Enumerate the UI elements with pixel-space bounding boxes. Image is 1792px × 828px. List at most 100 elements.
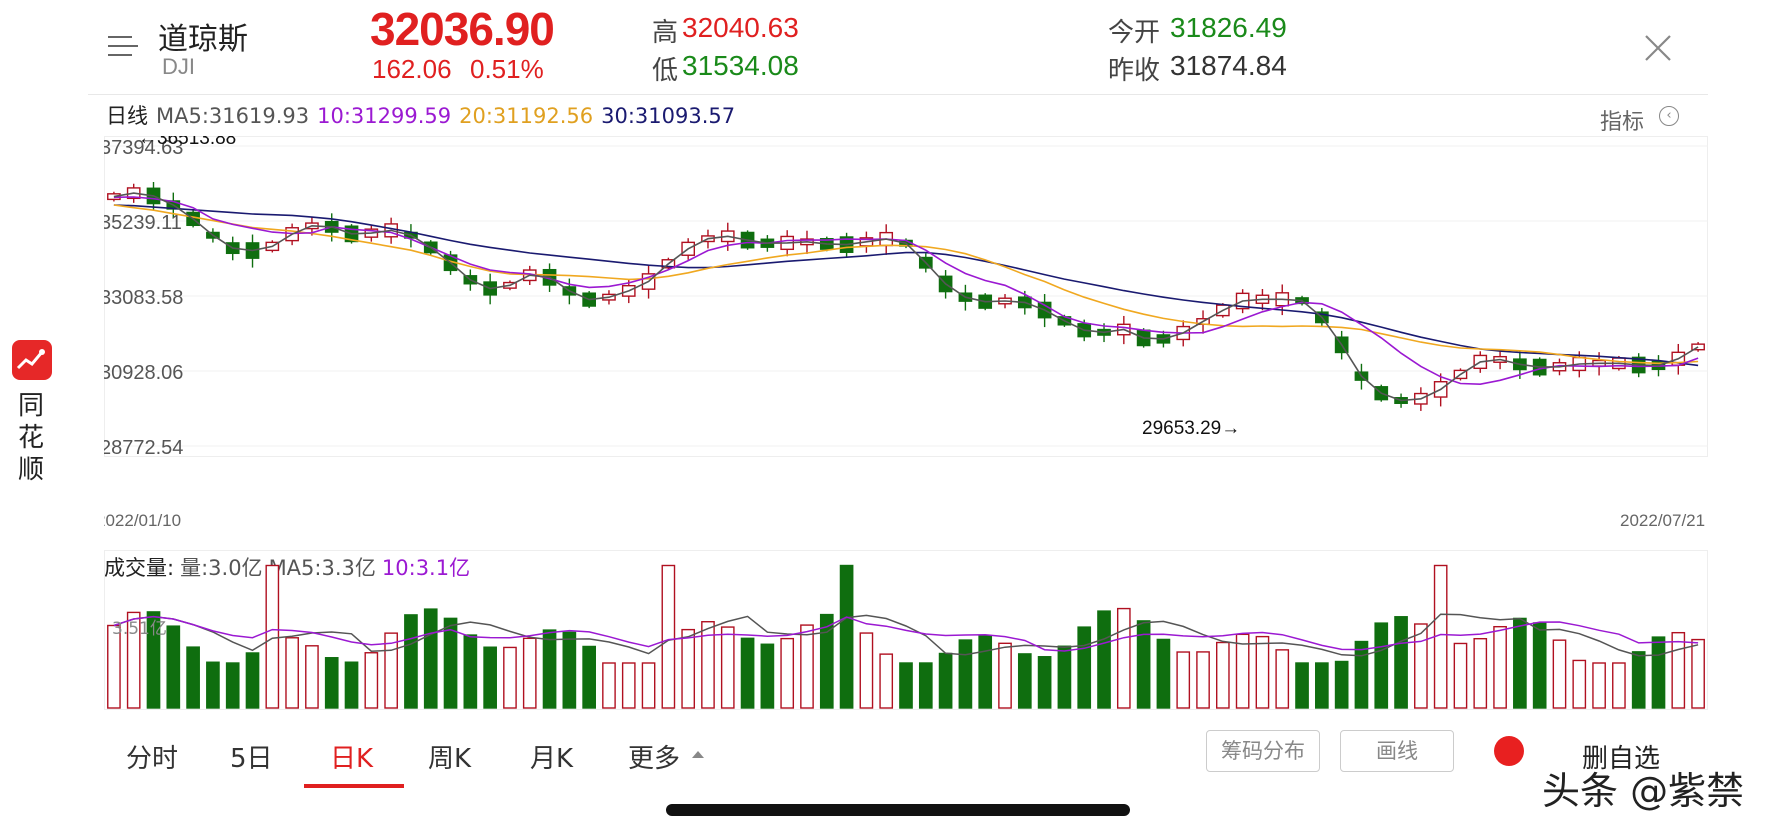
prev-close-label: 昨收	[1108, 56, 1161, 86]
volume-bar	[1196, 651, 1210, 709]
volume-bar	[1532, 622, 1547, 709]
volume-bar	[1592, 662, 1606, 709]
chevron-left-icon[interactable]: ‹	[1659, 106, 1679, 126]
caret-up-icon[interactable]	[690, 748, 706, 760]
volume-bar	[621, 662, 636, 709]
close-icon[interactable]	[1640, 30, 1676, 66]
y-tick-label: 30928.06	[104, 362, 183, 384]
volume-bar	[166, 625, 181, 709]
high-value: 32040.63	[682, 12, 799, 43]
ma20-label: 20:31192.56	[459, 104, 594, 128]
volume-bar	[602, 662, 616, 709]
tab-5day[interactable]: 5日	[230, 744, 273, 774]
draw-line-button[interactable]: 画线	[1340, 730, 1454, 772]
volume-bar	[1414, 623, 1428, 709]
volume-bar	[800, 624, 814, 709]
min-annotation: 29653.29→	[1142, 418, 1240, 439]
volume-bar	[1156, 638, 1171, 709]
volume-bar	[641, 662, 656, 709]
favorite-dot-icon[interactable]	[1494, 736, 1524, 766]
max-annotation: ←36513.88	[138, 136, 236, 149]
volume-bar	[443, 617, 458, 709]
volume-bar	[245, 652, 260, 709]
tab-weekly-k[interactable]: 周K	[428, 744, 472, 774]
indicator-button[interactable]: 指标	[1600, 110, 1645, 135]
volume-bar	[720, 626, 735, 709]
volume-bar	[344, 661, 359, 709]
volume-bar	[1235, 633, 1250, 709]
active-tab-indicator	[304, 784, 404, 788]
ma5-line	[113, 192, 1699, 402]
tonghuashun-logo-icon[interactable]	[12, 340, 52, 380]
ma30-label: 30:31093.57	[601, 104, 736, 128]
open-label: 今开	[1108, 18, 1161, 48]
volume-bar	[1651, 636, 1666, 709]
volume-bar	[740, 637, 755, 709]
volume-bar	[1136, 620, 1151, 709]
prev-close-value: 31874.84	[1170, 50, 1287, 81]
volume-bar	[701, 621, 715, 709]
volume-bar	[423, 608, 438, 709]
header-divider	[88, 94, 1708, 95]
volume-bar	[146, 611, 161, 709]
ma10-line	[113, 196, 1699, 386]
volume-bar	[859, 632, 874, 709]
volume-bar	[305, 645, 319, 709]
volume-bar	[1097, 610, 1111, 709]
x-end-label: 2022/07/21	[1620, 511, 1705, 530]
volume-bar	[542, 629, 557, 709]
volume-bar	[225, 662, 240, 709]
volume-bar	[562, 631, 577, 709]
tab-monthly-k[interactable]: 月K	[530, 744, 574, 774]
ma5-label: MA5:31619.93	[156, 104, 310, 128]
volume-bar	[899, 662, 913, 709]
volume-bar	[582, 645, 596, 709]
volume-bar	[819, 613, 834, 709]
low-value: 31534.08	[682, 50, 799, 81]
volume-bar	[1671, 631, 1686, 709]
volume-bar	[938, 652, 953, 709]
remove-favorite-button[interactable]: 删自选	[1582, 744, 1661, 774]
low-label: 低	[652, 56, 679, 86]
y-tick-label: 35239.11	[104, 212, 182, 234]
volume-bar	[126, 611, 141, 709]
volume-bar	[879, 653, 894, 709]
volume-bar	[918, 662, 933, 709]
volume-bar	[1176, 651, 1191, 709]
volume-bar	[681, 628, 696, 709]
home-indicator	[666, 804, 1130, 816]
tab-timeshare[interactable]: 分时	[126, 744, 179, 774]
volume-bar	[503, 646, 517, 709]
volume-legend: 成交量: 量:3.0亿 MA5:3.3亿 10:3.1亿	[104, 552, 476, 582]
x-start-label: 2022/01/10	[104, 511, 181, 530]
volume-bar	[1473, 637, 1488, 709]
volume-border	[104, 550, 1708, 710]
y-tick-label: 33083.58	[104, 287, 183, 309]
ma10-label: 10:31299.59	[317, 104, 452, 128]
volume-bar	[483, 646, 497, 709]
volume-bar	[1631, 651, 1646, 709]
volume-ma5: MA5:3.3亿	[268, 556, 376, 580]
candlestick-chart[interactable]: 37394.63 35239.11 33083.58 30928.06 28772.54…	[104, 136, 1708, 536]
chip-distribution-button[interactable]: 筹码分布	[1206, 730, 1320, 772]
volume-bar	[1037, 656, 1052, 709]
tab-daily-k[interactable]: 日K	[330, 744, 374, 774]
volume-bar	[780, 637, 795, 709]
period-label: 日线	[106, 104, 148, 128]
volume-bar	[760, 643, 775, 709]
volume-bar	[1453, 642, 1468, 709]
ma-legend: 日线 MA5:31619.93 10:31299.59 20:31192.56 30:3…	[106, 100, 743, 130]
volume-value: 量:3.0亿	[180, 556, 263, 580]
volume-bar	[463, 634, 478, 709]
stock-code: DJI	[162, 54, 195, 79]
menu-icon[interactable]	[108, 34, 138, 58]
y-tick-label: 37394.63	[104, 137, 183, 159]
volume-bar	[522, 637, 537, 709]
volume-bar	[839, 564, 854, 709]
tab-more[interactable]: 更多	[628, 744, 681, 774]
ma20-line	[113, 204, 1699, 365]
ma30-line	[113, 204, 1699, 367]
volume-chart[interactable]	[104, 550, 1708, 710]
volume-label: 成交量:	[104, 556, 175, 580]
volume-bar	[1077, 626, 1092, 709]
